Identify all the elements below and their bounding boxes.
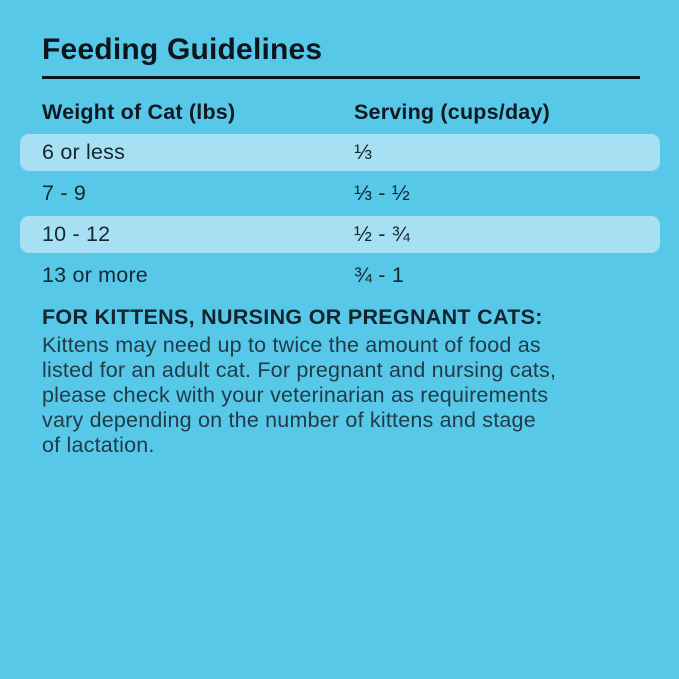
column-header-serving: Serving (cups/day) [354,100,550,124]
table-row: 13 or more ¾ - 1 [20,257,660,294]
serving-cell: ½ - ¾ [354,222,410,246]
column-header-weight: Weight of Cat (lbs) [42,100,236,124]
weight-cell: 7 - 9 [42,181,87,205]
serving-cell: ⅓ - ½ [354,181,410,205]
feeding-table: 6 or less ⅓ 7 - 9 ⅓ - ½ 10 - 12 ½ - ¾ 13… [20,134,660,298]
serving-cell: ⅓ [354,140,373,164]
title-divider [42,76,640,79]
weight-cell: 13 or more [42,263,148,287]
table-header-row: Weight of Cat (lbs) Serving (cups/day) [42,100,640,125]
serving-cell: ¾ - 1 [354,263,404,287]
table-row: 6 or less ⅓ [20,134,660,171]
page-title: Feeding Guidelines [42,33,323,66]
kittens-note-body: Kittens may need up to twice the amount … [42,333,557,457]
weight-cell: 6 or less [42,140,126,164]
kittens-note-heading: FOR KITTENS, NURSING OR PREGNANT CATS: [42,305,543,329]
weight-cell: 10 - 12 [42,222,111,246]
table-row: 10 - 12 ½ - ¾ [20,216,660,253]
table-row: 7 - 9 ⅓ - ½ [20,175,660,212]
